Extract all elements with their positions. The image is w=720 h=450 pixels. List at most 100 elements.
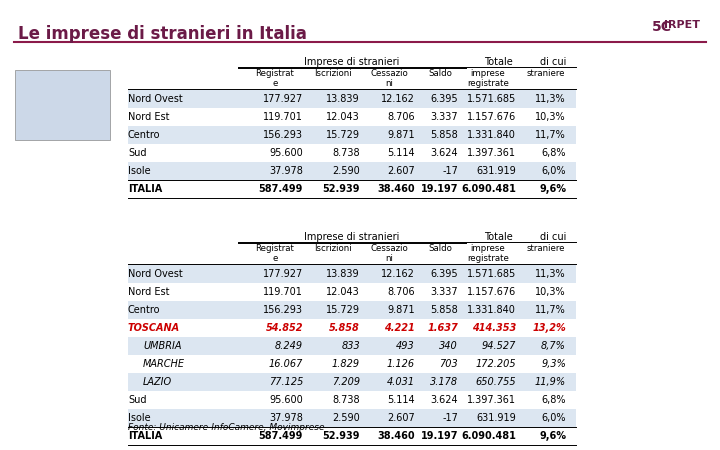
Text: Totale: Totale [484,232,513,242]
Text: 3.624: 3.624 [431,148,458,158]
Text: 3.337: 3.337 [431,287,458,297]
Text: 12.162: 12.162 [381,269,415,279]
Text: Registrat
e: Registrat e [256,69,294,88]
FancyBboxPatch shape [128,409,576,427]
Text: Fonte: Unicamere-InfoCamere, Movimprese: Fonte: Unicamere-InfoCamere, Movimprese [128,423,325,432]
Text: UMBRIA: UMBRIA [143,341,181,351]
Text: 10,3%: 10,3% [536,287,566,297]
Text: 4.031: 4.031 [387,377,415,387]
Text: 9,6%: 9,6% [539,184,566,194]
Text: Le imprese di stranieri in Italia: Le imprese di stranieri in Italia [18,25,307,43]
Text: Centro: Centro [128,305,161,315]
Text: Isole: Isole [128,413,150,423]
Text: 2.607: 2.607 [387,413,415,423]
Text: 12.043: 12.043 [326,112,360,122]
Text: Iscrizioni: Iscrizioni [314,69,352,78]
Text: 6,8%: 6,8% [541,395,566,405]
Text: 6,8%: 6,8% [541,148,566,158]
Text: 631.919: 631.919 [476,166,516,176]
Text: TOSCANA: TOSCANA [128,323,180,333]
Text: Cessazio
ni: Cessazio ni [370,69,408,88]
Text: 6,0%: 6,0% [541,166,566,176]
FancyBboxPatch shape [128,126,576,144]
Text: 19.197: 19.197 [420,431,458,441]
Text: 52.939: 52.939 [323,431,360,441]
Text: 7.209: 7.209 [332,377,360,387]
Text: 38.460: 38.460 [377,184,415,194]
Text: 703: 703 [439,359,458,369]
Text: 119.701: 119.701 [263,287,303,297]
Text: 177.927: 177.927 [263,94,303,104]
Text: 8.706: 8.706 [387,287,415,297]
Text: 11,3%: 11,3% [536,269,566,279]
FancyBboxPatch shape [128,162,576,180]
Text: 9,6%: 9,6% [539,431,566,441]
Text: Iscrizioni: Iscrizioni [314,244,352,253]
Text: 340: 340 [439,341,458,351]
Text: 13.839: 13.839 [326,94,360,104]
Text: straniere: straniere [527,69,565,78]
Text: 11,9%: 11,9% [535,377,566,387]
Text: 1.571.685: 1.571.685 [467,269,516,279]
Text: 12.162: 12.162 [381,94,415,104]
Text: IRPET: IRPET [664,20,700,30]
Text: Sud: Sud [128,148,146,158]
Text: 9.871: 9.871 [387,130,415,140]
Text: 2.607: 2.607 [387,166,415,176]
Text: LAZIO: LAZIO [143,377,172,387]
Text: 4.221: 4.221 [384,323,415,333]
Text: Nord Ovest: Nord Ovest [128,94,183,104]
Text: di cui: di cui [540,57,566,67]
Text: 19.197: 19.197 [420,184,458,194]
FancyBboxPatch shape [128,90,576,108]
Text: 1.637: 1.637 [427,323,458,333]
FancyBboxPatch shape [15,70,110,140]
Text: 2.590: 2.590 [332,413,360,423]
Text: 8.738: 8.738 [333,395,360,405]
Text: 9,3%: 9,3% [541,359,566,369]
Text: 1.126: 1.126 [387,359,415,369]
Text: Isole: Isole [128,166,150,176]
FancyBboxPatch shape [128,301,576,319]
Text: 414.353: 414.353 [472,323,516,333]
Text: 16.067: 16.067 [269,359,303,369]
Text: 6,0%: 6,0% [541,413,566,423]
Text: 1.157.676: 1.157.676 [467,287,516,297]
Text: 13.839: 13.839 [326,269,360,279]
FancyBboxPatch shape [128,265,576,283]
Text: 3.337: 3.337 [431,112,458,122]
Text: 5.114: 5.114 [387,148,415,158]
Text: 9.871: 9.871 [387,305,415,315]
Text: Registrat
e: Registrat e [256,244,294,263]
Text: 13,2%: 13,2% [532,323,566,333]
Text: 8.706: 8.706 [387,112,415,122]
Text: Imprese di stranieri: Imprese di stranieri [305,232,400,242]
Text: 1.331.840: 1.331.840 [467,130,516,140]
Text: 6.395: 6.395 [431,94,458,104]
Text: -17: -17 [442,413,458,423]
Text: 493: 493 [396,341,415,351]
Text: Nord Est: Nord Est [128,287,169,297]
Text: di cui: di cui [540,232,566,242]
Text: 172.205: 172.205 [475,359,516,369]
Text: 2.590: 2.590 [332,166,360,176]
Text: 6.090.481: 6.090.481 [461,184,516,194]
Text: straniere: straniere [527,244,565,253]
Text: 94.527: 94.527 [482,341,516,351]
Text: 10,3%: 10,3% [536,112,566,122]
Text: Centro: Centro [128,130,161,140]
Text: 5.858: 5.858 [329,323,360,333]
Text: 11,7%: 11,7% [535,305,566,315]
Text: Saldo: Saldo [428,69,452,78]
Text: 1.397.361: 1.397.361 [467,395,516,405]
Text: 8.738: 8.738 [333,148,360,158]
Text: 38.460: 38.460 [377,431,415,441]
Text: 95.600: 95.600 [269,148,303,158]
Text: 5.114: 5.114 [387,395,415,405]
Text: imprese
registrate: imprese registrate [467,244,509,263]
Text: 11,7%: 11,7% [535,130,566,140]
Text: ITALIA: ITALIA [128,431,162,441]
Text: 1.157.676: 1.157.676 [467,112,516,122]
Text: Cessazio
ni: Cessazio ni [370,244,408,263]
Text: 177.927: 177.927 [263,269,303,279]
